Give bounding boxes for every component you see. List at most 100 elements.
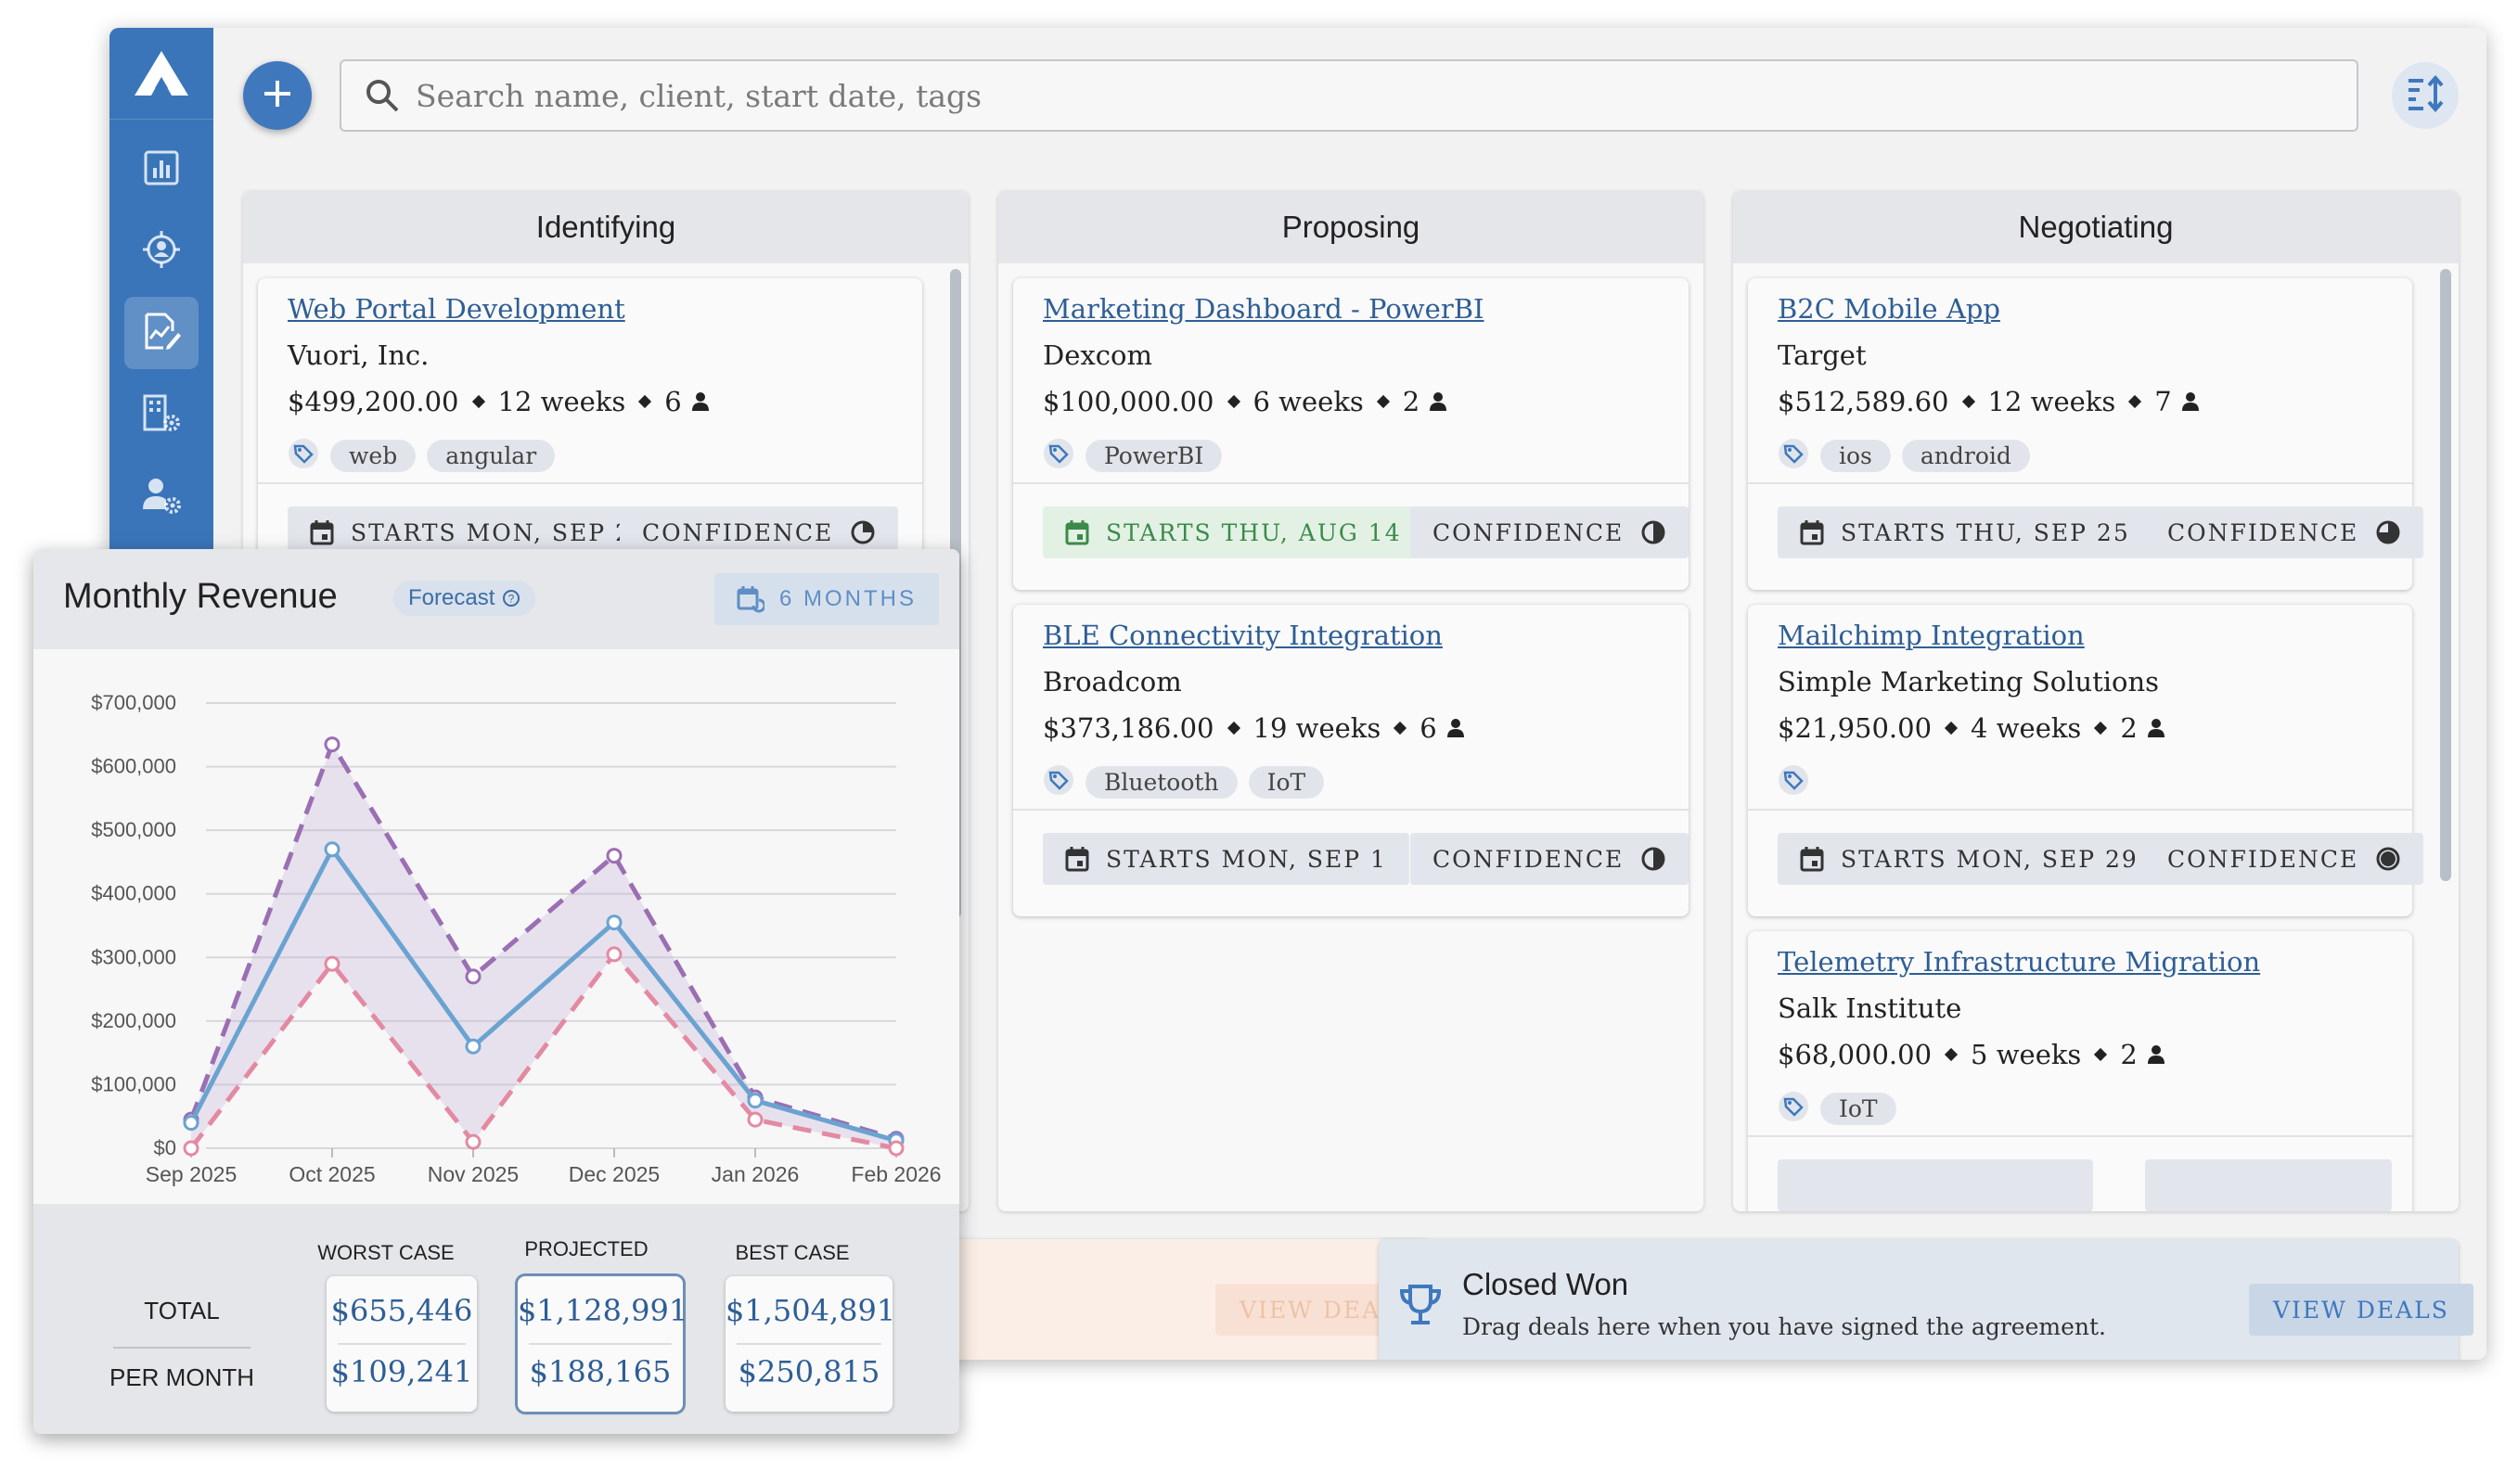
tag-chip[interactable]: android: [1901, 439, 2030, 472]
row-divider: [113, 1347, 250, 1349]
total-row-label: TOTAL: [144, 1297, 220, 1324]
series-line-projected: [188, 847, 897, 1144]
projected-total: $1,128,991: [518, 1293, 688, 1328]
tag-icon[interactable]: [1778, 764, 1809, 800]
separator-dot: [2094, 1047, 2108, 1062]
deal-title-link[interactable]: Marketing Dashboard - PowerBI: [1043, 293, 1484, 325]
calendar-icon: [310, 519, 334, 545]
y-tick-label: $0: [154, 1136, 176, 1159]
deal-card[interactable]: B2C Mobile App Target $512,589.60 12 week…: [1748, 278, 2424, 592]
column-title: Identifying: [243, 191, 969, 263]
confidence-button[interactable]: CONFIDENCE: [1410, 506, 1689, 558]
tag-chip[interactable]: angular: [427, 439, 556, 472]
deal-card[interactable]: Marketing Dashboard - PowerBI Dexcom $10…: [1013, 278, 1689, 590]
app-window: Identifying Web Portal Development Vuori…: [109, 28, 2486, 1360]
separator-dot: [1376, 394, 1390, 409]
deal-title-link[interactable]: Web Portal Development: [288, 293, 625, 325]
deal-meta: $21,950.00 4 weeks 2: [1778, 712, 2165, 744]
x-tick-label: Oct 2025: [289, 1162, 375, 1186]
start-date-button[interactable]: STARTS MON, SEP 29: [1778, 833, 2161, 885]
tag-icon[interactable]: [1043, 438, 1074, 473]
separator-dot: [1227, 394, 1240, 409]
best-case-per-month: $250,815: [738, 1354, 880, 1389]
deal-duration: 12 weeks: [497, 386, 626, 417]
user-gear-icon: [141, 474, 182, 518]
deal-title-link[interactable]: BLE Connectivity Integration: [1043, 620, 1443, 651]
closed-won-subtitle: Drag deals here when you have signed the…: [1462, 1313, 2106, 1340]
nav-analytics[interactable]: [124, 134, 199, 206]
trophy-icon: [1397, 1282, 1444, 1332]
data-point-projected: [465, 1038, 482, 1055]
tag-chip[interactable]: IoT: [1248, 765, 1325, 799]
deal-card-footer: [1748, 1135, 2412, 1211]
target-icon: [141, 229, 182, 274]
deal-card[interactable]: Mailchimp Integration Simple Marketing S…: [1748, 605, 2424, 916]
separator-dot: [2094, 721, 2108, 736]
tag-chip[interactable]: ios: [1820, 439, 1891, 472]
tag-icon[interactable]: [1043, 764, 1074, 800]
deal-card[interactable]: BLE Connectivity Integration Broadcom $3…: [1013, 605, 1689, 916]
search-input[interactable]: [414, 76, 2357, 115]
separator-dot: [1944, 721, 1959, 736]
start-date-button[interactable]: STARTS THU, SEP 25: [1778, 506, 2152, 558]
deal-duration: 5 weeks: [1971, 1039, 2082, 1070]
confidence-button[interactable]: CONFIDENCE: [1410, 833, 1689, 885]
start-date-button[interactable]: STARTS THU, AUG 14: [1043, 506, 1424, 558]
add-deal-button[interactable]: [243, 61, 312, 130]
building-gear-icon: [141, 392, 182, 437]
start-date-label: STARTS THU, SEP 25: [1841, 518, 2130, 546]
deal-card-footer: STARTS THU, SEP 25 CONFIDENCE: [1748, 482, 2424, 592]
tag-list: [1778, 764, 1809, 800]
sort-icon: [2405, 73, 2446, 118]
logo-icon[interactable]: [109, 28, 213, 120]
person-icon: [691, 391, 710, 412]
best-case-box[interactable]: $1,504,891 $250,815: [726, 1276, 895, 1412]
deal-meta: $68,000.00 5 weeks 2: [1778, 1039, 2165, 1070]
confidence-button[interactable]: CONFIDENCE: [2145, 506, 2424, 558]
nav-targets[interactable]: [124, 215, 199, 288]
person-icon: [2147, 1044, 2165, 1065]
worst-case-header: WORST CASE: [317, 1241, 455, 1264]
calendar-icon: [1065, 846, 1089, 872]
forecast-badge[interactable]: Forecast?: [393, 581, 536, 616]
svg-text:?: ?: [508, 593, 515, 606]
data-point-projected: [747, 1093, 764, 1109]
series-line-best: [188, 742, 897, 1142]
start-date-button[interactable]: STARTS MON, SEP 1: [1043, 833, 1409, 885]
nav-organization[interactable]: [124, 378, 199, 451]
nav-user-settings[interactable]: [124, 460, 199, 532]
tag-chip[interactable]: web: [330, 439, 417, 472]
stat-divider: [737, 1343, 881, 1345]
x-tick-label: Dec 2025: [569, 1162, 660, 1186]
tag-chip[interactable]: PowerBI: [1086, 439, 1223, 472]
deal-title-link[interactable]: B2C Mobile App: [1778, 293, 2000, 325]
confidence-button[interactable]: [2145, 1159, 2392, 1211]
confidence-button[interactable]: CONFIDENCE: [2145, 833, 2424, 885]
data-point-worst: [747, 1111, 764, 1128]
tag-icon[interactable]: [1778, 1091, 1809, 1126]
tag-chip[interactable]: IoT: [1820, 1092, 1896, 1125]
deal-title-link[interactable]: Telemetry Infrastructure Migration: [1778, 946, 2261, 978]
start-date-button[interactable]: [1778, 1159, 2093, 1211]
nav-deals[interactable]: [124, 297, 199, 369]
projected-box[interactable]: $1,128,991 $188,165: [518, 1276, 688, 1412]
tag-icon[interactable]: [1778, 438, 1809, 473]
deal-card[interactable]: Web Portal Development Vuori, Inc. $499,…: [258, 278, 922, 590]
tag-chip[interactable]: Bluetooth: [1086, 765, 1238, 799]
deal-duration: 6 weeks: [1252, 386, 1364, 417]
data-point-best: [465, 968, 482, 985]
data-point-best: [606, 848, 623, 864]
view-deals-button[interactable]: VIEW DEALS: [2249, 1284, 2473, 1336]
deal-card[interactable]: Telemetry Infrastructure Migration Salk …: [1748, 931, 2412, 1211]
tag-icon[interactable]: [288, 438, 319, 473]
sort-button[interactable]: [2392, 62, 2459, 129]
scrollbar[interactable]: [2440, 269, 2451, 881]
y-tick-label: $300,000: [91, 945, 176, 968]
separator-dot: [1227, 721, 1240, 736]
search-icon: [364, 77, 401, 114]
deal-title-link[interactable]: Mailchimp Integration: [1778, 620, 2085, 651]
deal-people: 2: [1402, 386, 1420, 417]
worst-case-box[interactable]: $655,446 $109,241: [327, 1276, 477, 1412]
range-button[interactable]: 6 MONTHS: [714, 573, 940, 625]
x-tick-label: Jan 2026: [712, 1162, 800, 1186]
